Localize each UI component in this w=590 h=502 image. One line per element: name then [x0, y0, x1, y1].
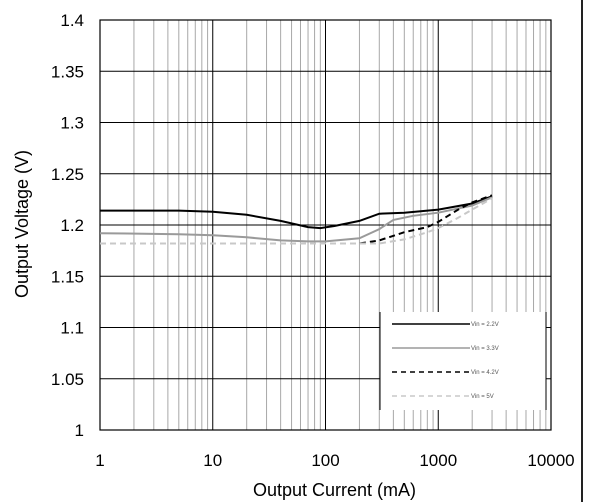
- legend-box: [380, 312, 546, 410]
- y-tick-label: 1: [75, 421, 84, 440]
- legend-label: Vin = 2.2V: [471, 322, 499, 328]
- x-tick-label: 1000: [419, 451, 457, 470]
- y-tick-label: 1.05: [51, 370, 84, 389]
- legend-label: Vin = 4.2V: [471, 370, 499, 376]
- x-tick-label: 10000: [527, 451, 574, 470]
- legend-label: Vin = 5V: [471, 394, 494, 400]
- series-line: [100, 195, 493, 230]
- plot-area: [99, 19, 552, 431]
- series-line: [99, 196, 493, 243]
- y-tick-label: 1.3: [60, 114, 84, 133]
- y-axis-title: Output Voltage (V): [12, 150, 32, 298]
- y-tick-label: 1.35: [51, 62, 84, 81]
- x-tick-label: 10: [203, 451, 222, 470]
- x-axis-title: Output Current (mA): [253, 480, 416, 500]
- right-border-line: [581, 0, 583, 502]
- tick-labels: 1 10 100 1000 10000 1 1.05 1.1 1.15 1.2 1.25 1.3 1.3…: [51, 11, 575, 470]
- legend-label: Vin = 3.3V: [471, 346, 499, 352]
- series-line: [100, 197, 493, 245]
- x-tick-label: 1: [95, 451, 104, 470]
- y-tick-label: 1.25: [51, 165, 84, 184]
- y-tick-label: 1.15: [51, 267, 84, 286]
- series-lines: [99, 194, 493, 245]
- y-tick-label: 1.1: [60, 319, 84, 338]
- y-tick-label: 1.2: [60, 216, 84, 235]
- y-tick-label: 1.4: [60, 11, 84, 30]
- legend: Vin = 2.2V Vin = 3.3V Vin = 4.2V Vin = 5V: [379, 312, 547, 410]
- x-tick-label: 100: [311, 451, 339, 470]
